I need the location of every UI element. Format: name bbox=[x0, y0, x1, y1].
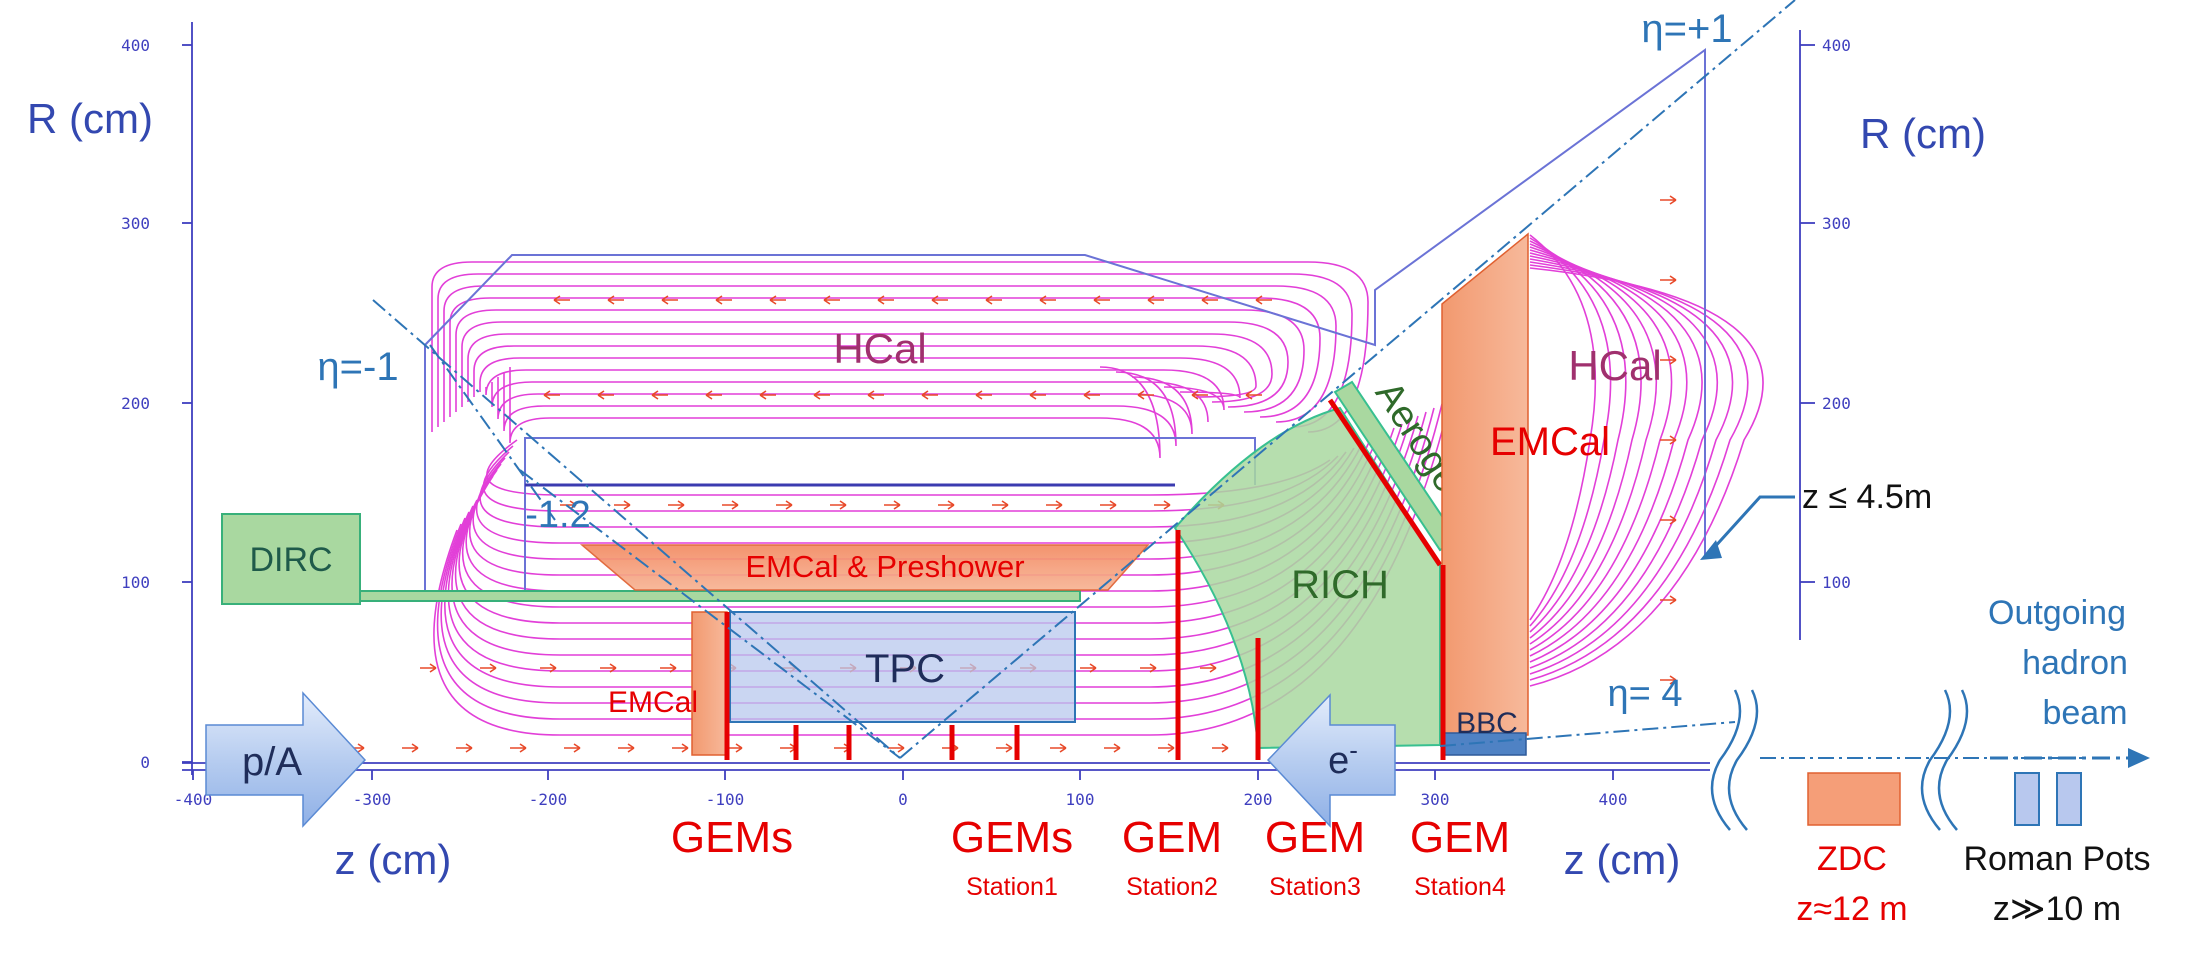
rich-label: RICH bbox=[1291, 563, 1389, 607]
outgoing-beam-line2: hadron bbox=[2022, 644, 2128, 682]
dirc-box bbox=[221, 513, 361, 605]
zdc-box bbox=[1807, 772, 1901, 826]
electron-beam-label: e- bbox=[1328, 735, 1358, 782]
axis-frame bbox=[182, 22, 1801, 775]
z-axis-label-right: z (cm) bbox=[1564, 836, 1681, 883]
right-r-axis-label: R (cm) bbox=[1860, 110, 1986, 157]
r-tick-label: 300 bbox=[121, 214, 150, 233]
z-tick-label: 0 bbox=[898, 790, 908, 809]
aerogel-red-plane bbox=[1327, 398, 1443, 567]
r-tick-label: 400 bbox=[121, 36, 150, 55]
eta4-label: η= 4 bbox=[1607, 673, 1682, 715]
right-r-tick-label: 400 bbox=[1822, 36, 1851, 55]
gem-label-station3: GEM bbox=[1265, 813, 1365, 862]
gem-planes bbox=[724, 530, 1446, 760]
emcal-forward bbox=[1441, 232, 1529, 736]
z-tick-label: 100 bbox=[1066, 790, 1095, 809]
eta-minus1-label: η=-1 bbox=[317, 345, 398, 389]
z-tick-label: 300 bbox=[1421, 790, 1450, 809]
z-tick-label: -200 bbox=[529, 790, 568, 809]
roman-pot-2 bbox=[2056, 772, 2082, 826]
proton-beam-arrow bbox=[205, 691, 367, 828]
right-r-tick-label: 300 bbox=[1822, 214, 1851, 233]
left-r-axis-label: R (cm) bbox=[27, 95, 153, 142]
z-axis-label-left: z (cm) bbox=[335, 836, 452, 883]
z-tick-label: -400 bbox=[174, 790, 213, 809]
zdc-label: ZDC bbox=[1817, 840, 1887, 878]
eta-minus1-2-label: -1.2 bbox=[525, 494, 590, 536]
gem-label-station4: GEM bbox=[1410, 813, 1510, 862]
tpc-box bbox=[729, 611, 1076, 723]
right-r-tick-label: 200 bbox=[1822, 394, 1851, 413]
left-r-ticks: 400 300 200 100 0 bbox=[121, 36, 192, 772]
emcal-forward-label: EMCal bbox=[1490, 420, 1610, 464]
emcal-backward-label: EMCal bbox=[608, 686, 698, 719]
axis-break-marks bbox=[1710, 689, 1969, 831]
right-r-tick-label: 100 bbox=[1822, 573, 1851, 592]
r-tick-label: 100 bbox=[121, 573, 150, 592]
hcal-forward-label: HCal bbox=[1568, 342, 1661, 389]
gem-label-station1: GEMs bbox=[951, 813, 1073, 862]
tpc-label: TPC bbox=[865, 647, 945, 691]
roman-pots-label: Roman Pots bbox=[1963, 840, 2150, 878]
dirc-bars bbox=[359, 590, 1081, 602]
eta-lines bbox=[372, 0, 2085, 759]
emcal-backward bbox=[691, 611, 728, 756]
magnet-yoke-outline bbox=[424, 48, 1706, 555]
z-tick-label: -100 bbox=[706, 790, 745, 809]
emcal-preshower-label: EMCal & Preshower bbox=[745, 549, 1024, 584]
roman-pot-1 bbox=[2014, 772, 2040, 826]
outgoing-beam-line3: beam bbox=[2042, 694, 2127, 732]
bbc-label: BBC bbox=[1456, 707, 1518, 740]
magnet-yoke-back bbox=[424, 345, 1256, 601]
proton-beam-label: p/A bbox=[242, 740, 302, 784]
gem-sub-station2: Station2 bbox=[1126, 873, 1218, 901]
right-r-ticks: 400 300 200 100 bbox=[1800, 36, 1851, 592]
z-limit-label: z ≤ 4.5m bbox=[1802, 478, 1932, 516]
gem-sub-station4: Station4 bbox=[1414, 873, 1506, 901]
eta-plus1-label: η=+1 bbox=[1641, 7, 1732, 51]
gem-label-station2: GEM bbox=[1122, 813, 1222, 862]
emcal-preshower bbox=[579, 544, 1150, 591]
r-tick-label: 200 bbox=[121, 394, 150, 413]
gem-sub-station3: Station3 bbox=[1269, 873, 1361, 901]
roman-pots-position: z≫10 m bbox=[1993, 890, 2121, 928]
z-tick-label: -300 bbox=[353, 790, 392, 809]
electron-beam-arrow bbox=[1266, 693, 1396, 828]
hcal-barrel-label: HCal bbox=[833, 325, 926, 372]
dirc-label: DIRC bbox=[249, 541, 332, 579]
z-tick-label: 400 bbox=[1599, 790, 1628, 809]
z-tick-label: 200 bbox=[1244, 790, 1273, 809]
outgoing-beam-line1: Outgoing bbox=[1988, 594, 2126, 632]
gem-sub-station1: Station1 bbox=[966, 873, 1058, 901]
r-tick-label: 0 bbox=[140, 753, 150, 772]
gem-label-backward: GEMs bbox=[671, 813, 793, 862]
zdc-position: z≈12 m bbox=[1796, 890, 1907, 928]
z-axis-ticks: -400 -300 -200 -100 0 100 200 300 400 bbox=[174, 770, 1628, 809]
z-limit-callout-arrow bbox=[1710, 495, 1795, 552]
